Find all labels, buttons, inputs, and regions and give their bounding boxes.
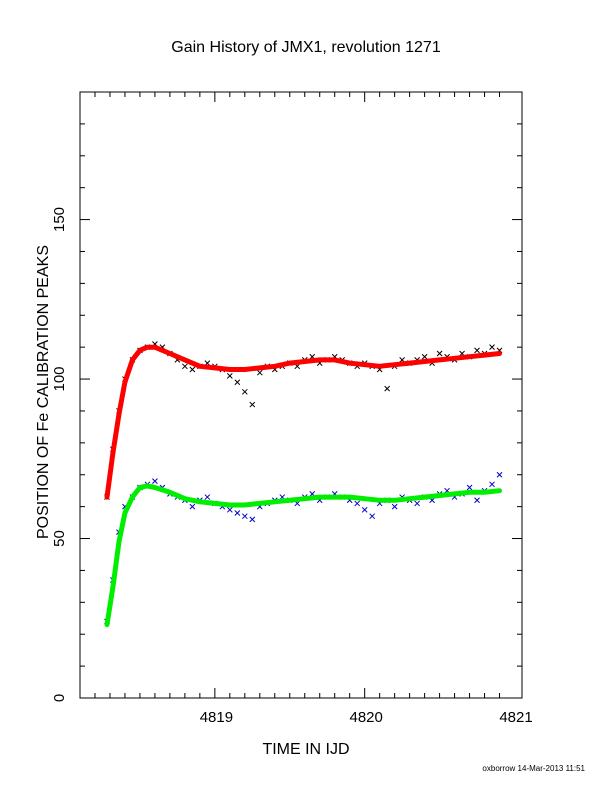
series-1-point-36 [369,513,376,520]
series-0-point-18 [234,379,241,386]
y-tick-label-0: 0 [51,694,68,702]
axis-ticks [80,91,522,699]
series-0-point-43 [421,353,428,360]
series-1-point-14 [204,494,211,500]
series-0-point-20 [249,401,256,408]
x-tick-label-4821: 4821 [499,709,532,726]
series-1-point-42 [414,500,420,507]
y-tick-label-150: 150 [51,207,68,232]
x-tick-label-4819: 4819 [200,709,233,726]
series-1-point-19 [241,513,248,520]
series-0-point-17 [226,373,233,379]
footer-credit: oxborrow 14-Mar-2013 11:51 [482,764,585,773]
series-3-fit-line [104,483,502,628]
data-series [104,341,503,628]
series-1-point-49 [466,484,473,491]
y-tick-label-50: 50 [51,530,68,547]
series-0-point-50 [474,347,480,354]
x-tick-label-4820: 4820 [350,709,383,726]
series-0-point-21 [256,369,263,376]
x-axis-label: TIME IN IJD [262,741,349,758]
series-0-point-19 [241,388,248,395]
series-1-point-50 [474,497,480,504]
series-1-point-12 [189,503,196,510]
y-tick-label-100: 100 [51,366,68,391]
series-0-point-38 [384,385,391,392]
series-0-point-12 [189,366,196,373]
series-1-point-53 [496,471,503,478]
series-1-point-35 [361,506,368,513]
series-1-point-34 [354,500,361,507]
series-1-point-52 [489,481,495,488]
y-axis-label: POSITION OF Fe CALIBRATION PEAKS [35,245,52,539]
series-1-point-17 [226,506,233,513]
plot-frame [79,91,523,699]
series-1-point-20 [249,516,256,523]
series-0-point-52 [489,344,495,351]
series-0-point-45 [436,350,443,357]
chart-title: Gain History of JMX1, revolution 1271 [171,39,441,56]
series-1-point-18 [234,510,241,516]
series-1-point-39 [391,503,398,510]
series-0-point-11 [182,363,188,370]
series-1-point-7 [152,478,158,484]
series-2-fit-line [104,344,502,500]
